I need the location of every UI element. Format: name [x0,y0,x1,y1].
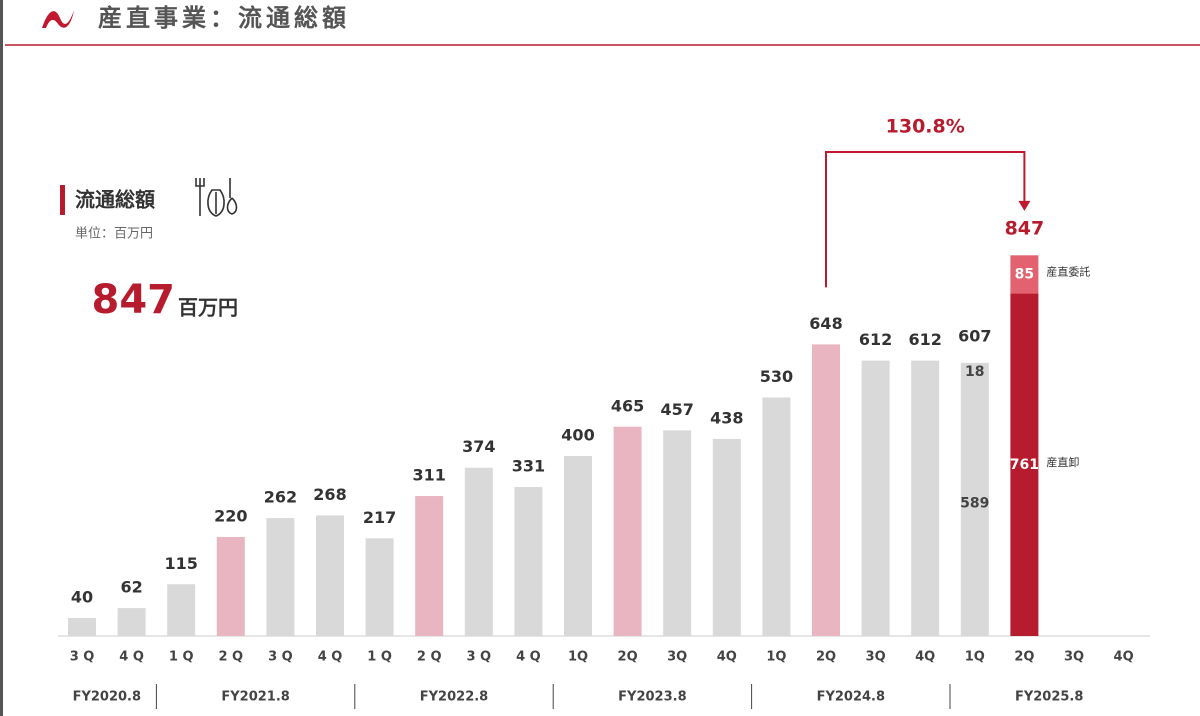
x-tick-label: 2 Q [218,650,243,665]
growth-arrow [825,151,1026,288]
group-label: FY2023.8 [618,690,686,705]
group-label: FY2022.8 [420,690,488,705]
x-tick-label: 1Q [568,650,588,665]
x-tick-label: 2Q [816,650,836,665]
value-label: 612 [908,330,941,349]
value-label: 438 [710,408,743,427]
bar [464,467,493,636]
x-tick-label: 4Q [717,650,737,665]
x-tick-label: 4 Q [119,650,144,665]
value-label: 62 [120,578,142,597]
bar-segment [960,370,989,636]
total-label: 607 [958,326,991,345]
value-label: 331 [512,457,545,476]
highlight-value: 847 [92,277,176,323]
segment-label: 85 [1015,266,1034,282]
heading-marker [60,185,65,215]
bar [613,426,642,636]
value-label: 217 [363,508,396,527]
page-title: 産直事業：流通総額 [98,4,350,32]
highlight-unit: 百万円 [178,296,238,320]
x-tick-label: 4 Q [516,650,541,665]
value-label: 220 [214,507,247,526]
bar-segment [1010,293,1039,636]
group-label: FY2020.8 [73,690,141,705]
x-tick-label: 3Q [1064,650,1084,665]
x-tick-label: 1Q [766,650,786,665]
logo [42,10,74,28]
bar [68,618,96,636]
value-label: 457 [660,400,693,419]
group-label: FY2025.8 [1015,690,1083,705]
bar [861,360,890,636]
bar [514,487,543,636]
x-tick-label: 3 Q [70,650,95,665]
x-tick-label: 4Q [1114,650,1134,665]
x-tick-label: 3 Q [268,650,293,665]
bar [564,456,592,636]
unit-note: 単位：百万円 [75,226,153,242]
x-tick-label: 1 Q [367,650,392,665]
segment-label: 589 [960,495,989,511]
value-label: 374 [462,437,495,456]
bar [762,397,791,636]
bar [712,438,741,636]
value-label: 115 [164,554,197,573]
value-label: 262 [264,488,297,507]
vegetable-icon [195,178,238,217]
bar-segment [1010,255,1039,294]
x-tick-label: 1Q [965,650,985,665]
x-tick-label: 3Q [667,650,687,665]
x-tick-label: 1 Q [169,650,194,665]
bar [117,608,146,636]
group-label: FY2021.8 [221,690,289,705]
bar [316,515,344,636]
segment-label: 761 [1010,457,1039,473]
value-label: 530 [760,367,793,386]
segment-label: 18 [965,364,984,380]
bar [415,496,444,636]
bar [663,430,692,636]
bar [812,344,840,636]
value-label: 40 [71,588,93,607]
x-tick-label: 3Q [866,650,886,665]
x-tick-label: 2 Q [417,650,442,665]
bar [167,584,196,636]
x-tick-label: 2Q [618,650,638,665]
bar [216,537,245,636]
x-tick-label: 2Q [1014,650,1034,665]
x-tick-label: 4Q [915,650,935,665]
value-label: 400 [561,426,594,445]
bar [365,538,394,636]
bar [911,360,940,636]
x-tick-label: 4 Q [318,650,343,665]
x-tick-label: 3 Q [466,650,491,665]
bar-segment [960,362,989,371]
growth-label: 130.8% [886,116,965,138]
value-label: 465 [611,396,644,415]
series-label: 産直委託 [1046,264,1090,278]
value-label: 612 [859,330,892,349]
left-border [0,0,3,716]
panel-heading: 流通総額 [75,188,155,212]
series-label: 産直卸 [1046,455,1079,469]
arrow-head [1018,200,1031,211]
value-label: 648 [809,314,842,333]
group-label: FY2024.8 [817,690,885,705]
total-label: 847 [1005,217,1045,239]
bar [266,518,295,636]
value-label: 268 [313,485,346,504]
value-label: 311 [412,466,445,485]
